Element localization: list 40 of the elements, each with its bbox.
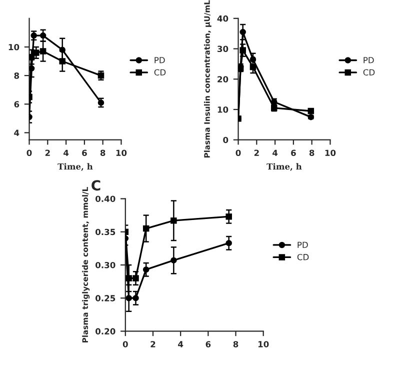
y-tick-label: 30 [218,46,228,52]
y-tick-label: 0.35 [96,228,116,236]
y-tick-label: 0.20 [96,328,116,334]
x-tick-label: 4 [64,150,69,156]
x-tick-label: 10 [116,150,127,156]
y-tick-label: 0 [223,136,228,144]
y-tick-label: 20 [218,76,228,82]
y-tick-label: 0.30 [96,262,116,268]
x-tick-label: 6 [291,150,296,156]
y-tick-label: 4 [14,130,20,136]
y-tick-label: 8 [14,72,20,79]
y-tick-label: 40 [217,15,228,22]
legend-label: PD [154,57,165,64]
legend-label: CD [154,69,166,76]
legend-label: PD [298,242,308,248]
legend-label: CD [363,69,375,76]
x-tick-label: 6 [206,341,211,348]
x-axis-title: Time, h [266,163,302,171]
legend-label: PD [364,57,374,64]
x-tick-label: 2 [254,150,259,156]
x-tick-label: 4 [272,150,278,156]
x-tick-label: 8 [233,341,238,348]
x-tick-label: 6 [82,150,87,156]
y-tick-label: 0.40 [96,196,116,202]
y-tick-label: 10 [218,106,228,113]
x-tick-label: 0 [26,150,32,156]
x-tick-label: 8 [309,150,314,156]
x-tick-label: 0 [236,150,241,156]
chart-title: C [92,180,100,191]
x-tick-label: 10 [258,341,269,348]
x-tick-label: 10 [325,150,336,156]
y-tick-label: 10 [8,44,20,50]
x-tick-label: 2 [150,341,156,348]
legend-label: CD [297,254,309,260]
y-tick-label: 6 [14,101,20,108]
x-tick-label: 2 [45,150,50,156]
y-tick-label: 0.25 [96,295,116,302]
x-tick-label: 0 [122,341,128,348]
x-axis-title: Time, h [58,163,93,171]
x-tick-label: 4 [178,341,184,348]
